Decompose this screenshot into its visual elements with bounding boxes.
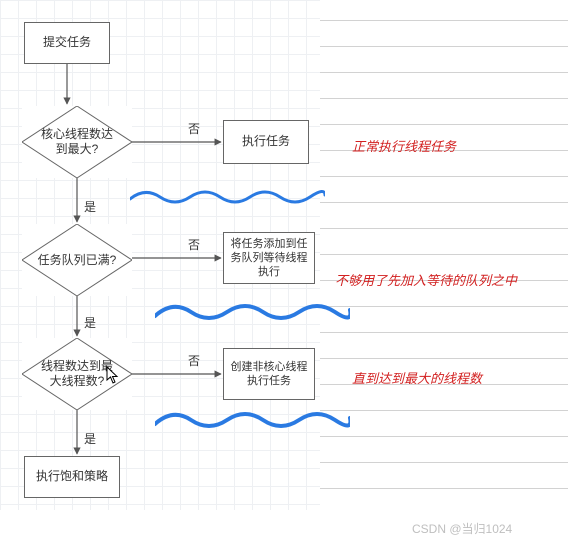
edge-label-no1: 否 (188, 120, 200, 137)
node-r1: 执行任务 (223, 120, 309, 164)
ruled-background (320, 0, 568, 510)
node-start: 提交任务 (24, 22, 110, 64)
annotation-3: 直到达到最大的线程数 (352, 368, 482, 387)
annotation-2: 不够用了先加入等待的队列之中 (335, 270, 517, 289)
node-label: 提交任务 (43, 35, 91, 51)
node-label: 任务队列已满? (38, 253, 117, 268)
node-d1: 核心线程数达到最大? (22, 106, 132, 178)
cursor-icon (106, 366, 120, 384)
edge-label-yes2: 是 (84, 314, 96, 331)
node-label: 执行饱和策略 (36, 469, 108, 485)
edge-label-no3: 否 (188, 352, 200, 369)
node-label: 创建非核心线程执行任务 (230, 360, 308, 389)
node-label: 执行任务 (242, 134, 290, 150)
page: 提交任务 执行任务 将任务添加到任务队列等待线程执行 创建非核心线程执行任务 执… (0, 0, 568, 541)
node-d2: 任务队列已满? (22, 224, 132, 296)
edge-label-no2: 否 (188, 236, 200, 253)
edge-label-yes1: 是 (84, 198, 96, 215)
node-end: 执行饱和策略 (24, 456, 120, 498)
node-r2: 将任务添加到任务队列等待线程执行 (223, 232, 315, 284)
node-label: 核心线程数达到最大? (36, 127, 118, 157)
edge-label-yes3: 是 (84, 430, 96, 447)
annotation-1: 正常执行线程任务 (352, 136, 456, 155)
node-r3: 创建非核心线程执行任务 (223, 348, 315, 400)
node-label: 将任务添加到任务队列等待线程执行 (230, 237, 308, 280)
watermark: CSDN @当归1024 (412, 520, 512, 537)
